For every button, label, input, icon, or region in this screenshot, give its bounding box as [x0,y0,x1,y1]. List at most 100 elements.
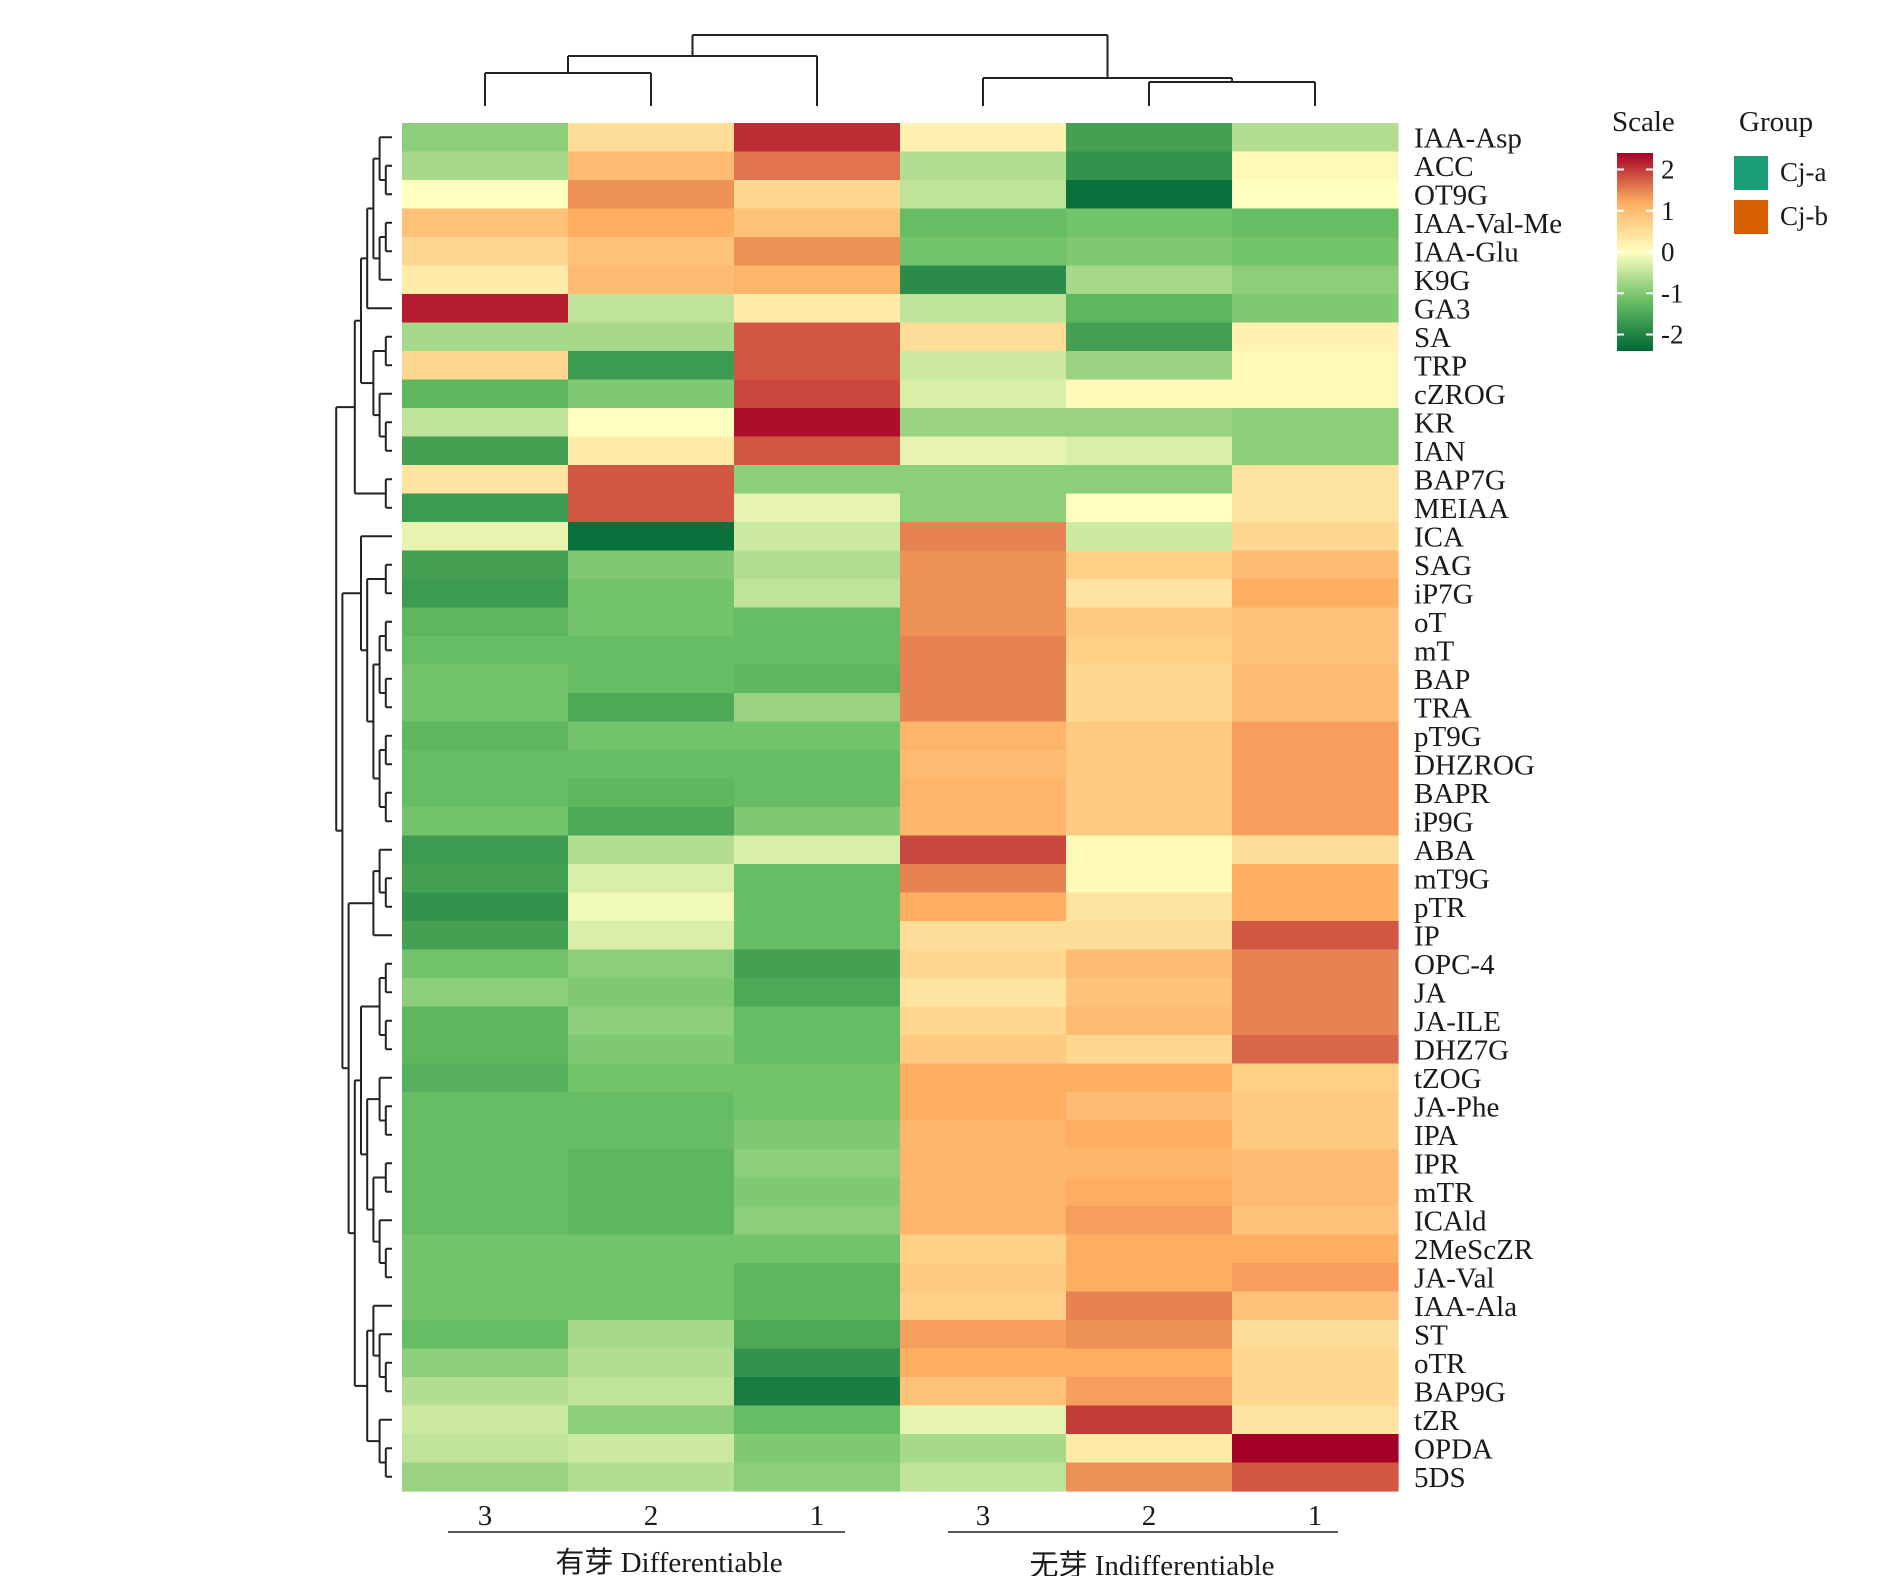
heatmap-cell [1066,436,1233,466]
heatmap-cell [734,721,901,751]
heatmap-cell [900,180,1067,210]
heatmap-cell [1232,607,1399,637]
column-label: 2 [1142,1500,1157,1532]
heatmap-cell [900,408,1067,438]
heatmap-cell [402,379,569,409]
heatmap-cell [402,436,569,466]
heatmap-cell [734,1063,901,1093]
heatmap-cell [568,1063,735,1093]
heatmap-cell [1066,1063,1233,1093]
row-label: ICA [1414,521,1464,553]
row-label: IPR [1414,1148,1460,1180]
heatmap-cell [1232,636,1399,666]
heatmap-cell [1232,1063,1399,1093]
row-label: DHZ7G [1414,1034,1509,1066]
heatmap-cell [568,892,735,922]
heatmap-cell [900,1462,1067,1492]
heatmap-cell [1232,1377,1399,1407]
heatmap-cell [900,493,1067,523]
heatmap-cell [568,835,735,865]
heatmap-cell [402,579,569,609]
heatmap-cell [1232,835,1399,865]
heatmap-cell [900,294,1067,324]
heatmap-cell [734,1291,901,1321]
heatmap-cell [402,550,569,580]
heatmap-cell [1232,1149,1399,1179]
heatmap-cell [568,522,735,552]
heatmap-cell [900,522,1067,552]
heatmap-cell [1232,237,1399,267]
heatmap-cell [1066,522,1233,552]
heatmap-cell [734,493,901,523]
heatmap-cell [1232,522,1399,552]
heatmap-cell [1066,1462,1233,1492]
heatmap-cell [1232,949,1399,979]
heatmap-cell [1232,1120,1399,1150]
heatmap-cell [1232,123,1399,153]
row-labels: IAA-AspACCOT9GIAA-Val-MeIAA-GluK9GGA3SAT… [1414,122,1562,1494]
row-label: cZROG [1414,379,1506,411]
heatmap-cell [734,180,901,210]
heatmap-cell [568,664,735,694]
heatmap-cell [402,636,569,666]
heatmap-cell [1066,408,1233,438]
heatmap-cell [568,864,735,894]
heatmap-cell [1066,978,1233,1008]
heatmap-cell [402,778,569,808]
heatmap-cell [734,351,901,381]
heatmap-cell [734,123,901,153]
heatmap-cell [568,1149,735,1179]
heatmap-cell [900,1234,1067,1264]
heatmap-cell [900,1320,1067,1350]
heatmap-cell [1066,123,1233,153]
heatmap-cell [402,1462,569,1492]
heatmap-cell [734,807,901,837]
heatmap-cell [900,322,1067,352]
row-label: ST [1414,1319,1448,1351]
heatmap-cell [402,607,569,637]
row-label: tZR [1414,1405,1460,1437]
heatmap-cell [734,664,901,694]
heatmap-cell [1066,1206,1233,1236]
row-label: JA-Phe [1414,1091,1499,1123]
column-dendrogram [484,34,1316,106]
column-labels: 3 2 1 3 2 1 [478,1500,1323,1532]
scale-tick-label: 2 [1661,155,1675,185]
heatmap-cell [1066,1035,1233,1065]
heatmap-cell [900,351,1067,381]
heatmap-cell [1232,436,1399,466]
column-label: 1 [810,1500,825,1532]
heatmap-cell [734,1462,901,1492]
heatmap-cell [1066,892,1233,922]
heatmap-cell [568,465,735,495]
row-label: IP [1414,920,1440,952]
heatmap-cell [1066,151,1233,181]
heatmap-cell [568,921,735,951]
column-label: 3 [478,1500,493,1532]
heatmap-cell [568,693,735,723]
heatmap-cell [1232,322,1399,352]
heatmap-cell [1232,1348,1399,1378]
heatmap-cell [900,778,1067,808]
row-label: mTR [1414,1177,1474,1209]
heatmap-cell [568,294,735,324]
heatmap-cell [900,1063,1067,1093]
row-label: OPDA [1414,1433,1493,1465]
heatmap-cell [568,607,735,637]
heatmap-cell [402,493,569,523]
heatmap-cell [1232,493,1399,523]
heatmap-cell [1066,1120,1233,1150]
heatmap-cell [734,1092,901,1122]
heatmap-cell [568,1377,735,1407]
heatmap-cell [1066,1263,1233,1293]
heatmap-cell [1232,180,1399,210]
row-label: BAP [1414,664,1470,696]
heatmap-cell [402,208,569,238]
heatmap-cell [900,921,1067,951]
heatmap-cell [1066,1434,1233,1464]
heatmap-cell [568,949,735,979]
row-label: mT9G [1414,863,1490,895]
heatmap-cell [1232,1462,1399,1492]
heatmap-cell [402,1006,569,1036]
